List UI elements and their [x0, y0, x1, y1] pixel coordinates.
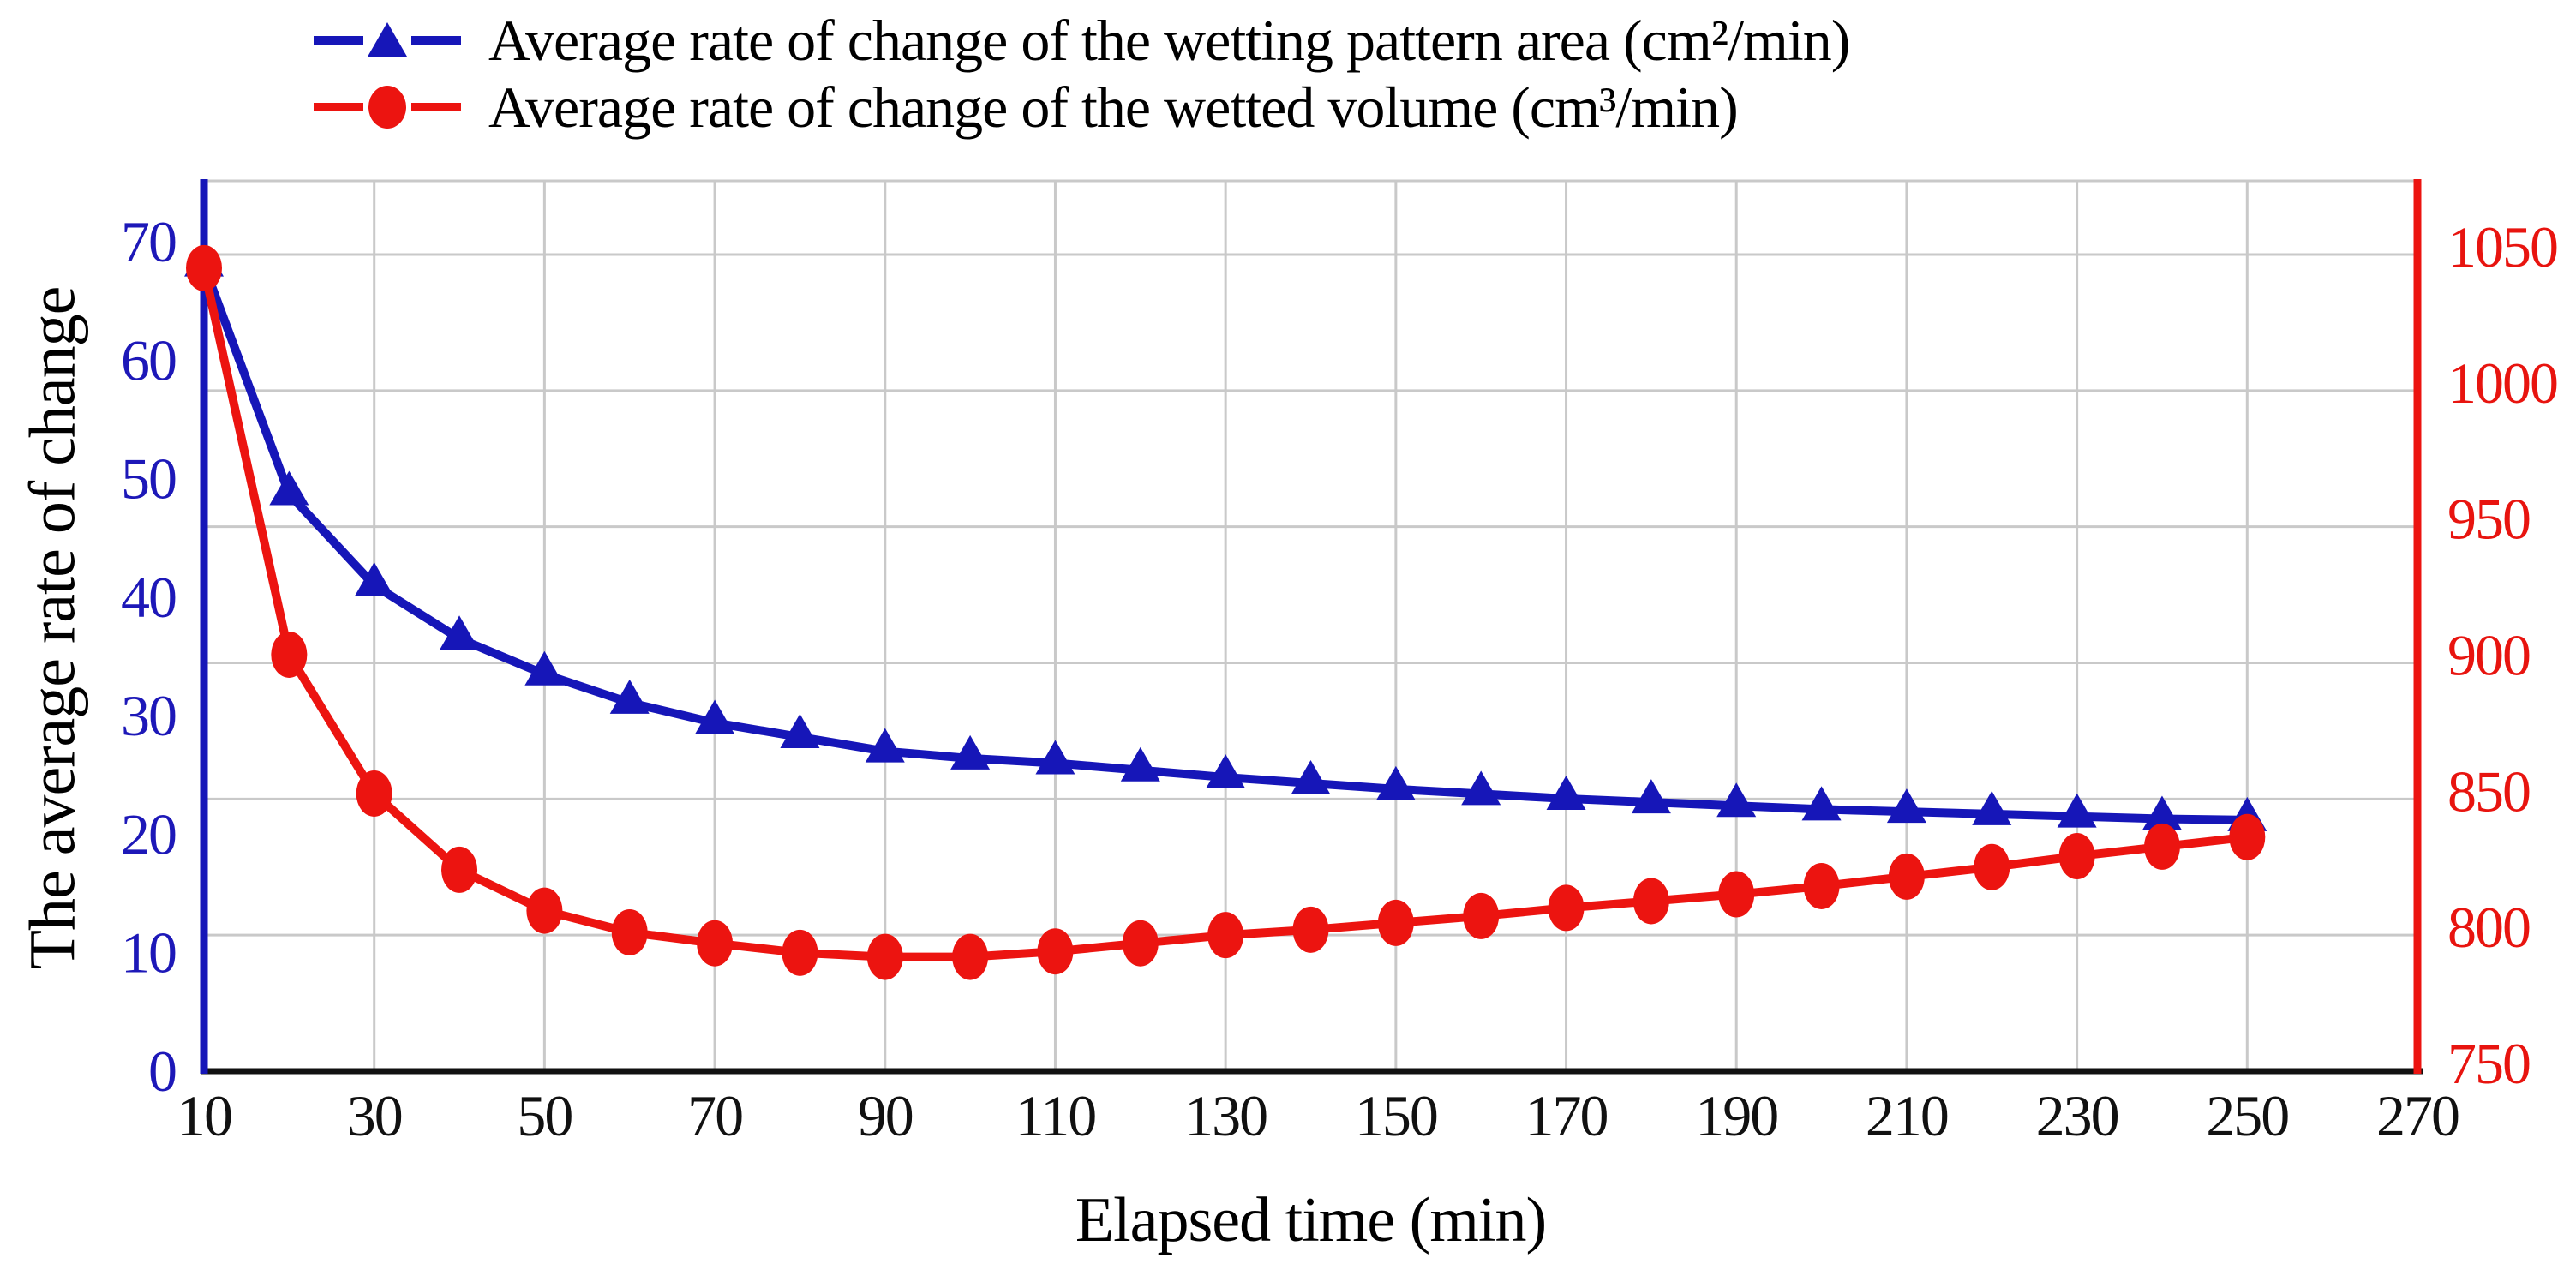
x-tick-label: 250 — [2206, 1083, 2288, 1148]
right-tick-label: 1050 — [2447, 214, 2557, 279]
x-tick-label: 50 — [517, 1083, 572, 1148]
triangle-marker — [1716, 782, 1757, 818]
circle-marker — [1974, 843, 2010, 890]
circle-marker — [1292, 906, 1329, 953]
circle-marker — [1888, 853, 1925, 900]
triangle-marker — [1801, 786, 1842, 821]
circle-marker — [1718, 871, 1755, 918]
circle-marker — [611, 908, 648, 955]
triangle-marker — [780, 714, 820, 749]
triangle-marker — [1120, 746, 1160, 782]
circle-marker — [1037, 928, 1074, 975]
x-tick-label: 90 — [858, 1083, 913, 1148]
x-tick-label: 210 — [1866, 1083, 1948, 1148]
triangle-marker — [1291, 759, 1331, 794]
circle-marker — [1377, 899, 1414, 946]
triangle-marker — [1461, 770, 1501, 806]
left-tick-label: 70 — [121, 209, 176, 274]
triangle-marker — [865, 728, 905, 763]
triangle-marker — [269, 470, 309, 506]
x-tick-label: 230 — [2036, 1083, 2118, 1148]
circle-marker — [2143, 823, 2180, 870]
right-tick-label: 1000 — [2447, 350, 2557, 416]
circle-marker — [186, 244, 222, 291]
right-tick-label: 850 — [2447, 758, 2530, 824]
triangle-marker — [695, 699, 735, 734]
triangle-marker — [2142, 795, 2182, 830]
circle-marker — [1632, 878, 1669, 925]
circle-marker — [1548, 884, 1585, 932]
legend-item-wetting-pattern-area: Average rate of change of the wetting pa… — [312, 7, 1850, 74]
right-tick-label: 800 — [2447, 895, 2530, 960]
triangle-marker — [1206, 754, 1246, 789]
triangle-marker — [1972, 790, 2012, 825]
triangle-marker — [524, 650, 565, 686]
circle-marker — [1803, 862, 1840, 909]
triangle-marker — [950, 734, 991, 770]
circle-marker — [952, 933, 989, 980]
left-tick-label: 40 — [121, 565, 176, 630]
legend-swatch-triangle-icon — [314, 22, 461, 57]
x-tick-label: 150 — [1355, 1083, 1437, 1148]
x-tick-label: 30 — [347, 1083, 402, 1148]
circle-marker — [356, 770, 392, 817]
x-tick-label: 270 — [2376, 1083, 2459, 1148]
circle-marker — [866, 933, 903, 980]
left-tick-label: 10 — [121, 920, 176, 985]
left-tick-label: 30 — [121, 683, 176, 748]
x-tick-label: 130 — [1184, 1083, 1267, 1148]
triangle-marker — [1375, 765, 1416, 800]
x-tick-label: 10 — [177, 1083, 231, 1148]
circle-marker — [1207, 912, 1244, 959]
circle-marker — [441, 846, 478, 893]
right-tick-label: 750 — [2447, 1031, 2530, 1096]
legend-label-wetting-pattern-area: Average rate of change of the wetting pa… — [488, 7, 1850, 73]
x-tick-label: 190 — [1695, 1083, 1777, 1148]
circle-marker — [2058, 833, 2095, 880]
x-axis-title: Elapsed time (min) — [1075, 1185, 1547, 1255]
x-tick-label: 110 — [1015, 1083, 1095, 1148]
circle-marker — [1463, 892, 1500, 939]
left-tick-label: 20 — [121, 801, 176, 866]
x-tick-label: 70 — [687, 1083, 742, 1148]
circle-marker — [526, 887, 563, 934]
triangle-marker — [1631, 779, 1671, 814]
circle-marker — [697, 920, 734, 967]
circle-marker — [782, 929, 818, 976]
triangle-marker — [1886, 788, 1926, 824]
legend-item-wetted-volume: Average rate of change of the wetted vol… — [312, 74, 1849, 141]
triangle-marker — [440, 615, 480, 650]
circle-marker — [271, 631, 308, 678]
left-tick-label: 0 — [148, 1039, 176, 1104]
triangle-marker — [2057, 793, 2097, 828]
legend-swatch-circle-icon — [314, 86, 461, 129]
left-tick-label: 60 — [121, 327, 176, 392]
left-tick-label: 50 — [121, 446, 176, 512]
legend-label-wetted-volume: Average rate of change of the wetted vol… — [488, 74, 1739, 140]
legend: Average rate of change of the wetting pa… — [312, 7, 1850, 141]
triangle-marker — [354, 562, 394, 597]
right-tick-label: 950 — [2447, 487, 2530, 552]
triangle-marker — [1546, 775, 1586, 810]
right-tick-label: 900 — [2447, 623, 2530, 688]
circle-marker — [1122, 920, 1159, 967]
circle-marker — [2229, 813, 2266, 860]
triangle-marker — [1035, 740, 1075, 775]
triangle-marker — [609, 679, 650, 714]
x-tick-label: 170 — [1525, 1083, 1608, 1148]
left-axis-title: The average rate of change — [16, 286, 89, 970]
